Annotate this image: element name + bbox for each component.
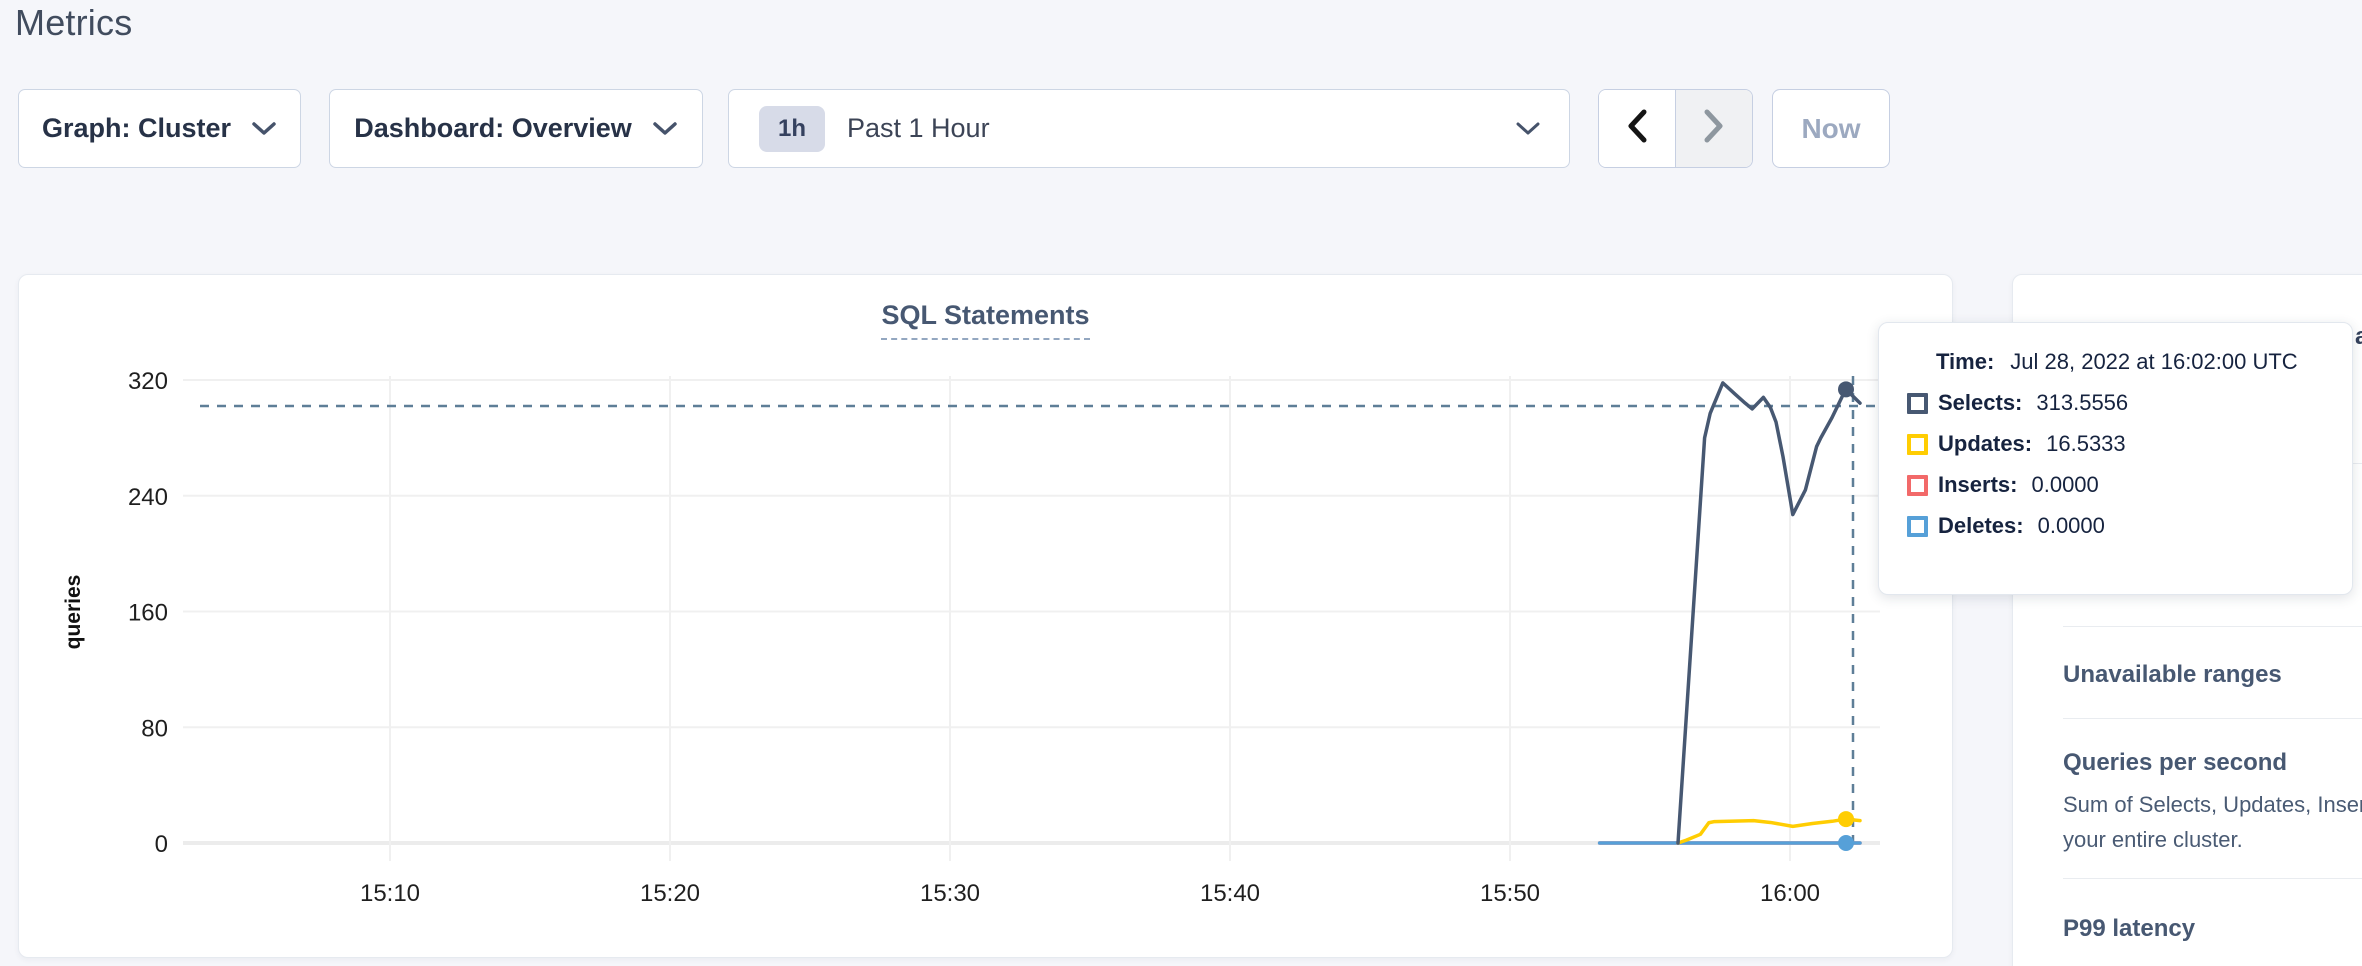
chevron-right-icon (1702, 108, 1726, 149)
chevron-down-icon (1515, 121, 1541, 142)
tooltip-time-value: Jul 28, 2022 at 16:02:00 UTC (2010, 349, 2298, 374)
time-range-label: Past 1 Hour (847, 113, 990, 143)
sidebar-divider (2063, 626, 2362, 627)
next-range-button-disabled[interactable] (1676, 90, 1752, 167)
tooltip-series-label: Deletes: (1938, 513, 2024, 538)
sidebar-heading-p99-latency: P99 latency (2063, 915, 2196, 942)
series-swatch-icon (1907, 433, 1928, 455)
tooltip-row-inserts: Inserts: 0.0000 (1907, 472, 2324, 498)
tooltip-series-label: Updates: (1938, 431, 2033, 456)
tooltip-series-value: 16.5333 (2046, 431, 2126, 456)
series-swatch-icon (1907, 392, 1928, 414)
page-title: Metrics (15, 2, 133, 43)
tooltip-series-label: Inserts: (1938, 472, 2018, 497)
dashboard-label: Dashboard: Overview (354, 113, 632, 143)
dashboard-dropdown[interactable]: Dashboard: Overview (329, 89, 703, 168)
now-button-label: Now (1801, 112, 1861, 144)
sidebar-heading-fragment: a (2355, 323, 2362, 353)
tooltip-time-label: Time: (1936, 349, 1995, 374)
chevron-down-icon (251, 113, 277, 144)
sidebar-divider (2063, 878, 2362, 879)
tooltip-row-updates: Updates: 16.5333 (1907, 431, 2324, 457)
time-range-badge: 1h (759, 105, 825, 152)
chart-tooltip: Time: Jul 28, 2022 at 16:02:00 UTC Select… (1878, 322, 2353, 595)
sidebar-body-line: Sum of Selects, Updates, Inser (2063, 792, 2362, 817)
tooltip-series-value: 313.5556 (2036, 390, 2129, 415)
prev-range-button[interactable] (1599, 90, 1676, 167)
graph-scope-dropdown[interactable]: Graph: Cluster (18, 89, 301, 168)
time-range-dropdown[interactable]: 1h Past 1 Hour (728, 89, 1570, 168)
chart-card[interactable] (18, 274, 1953, 958)
chevron-down-icon (652, 113, 678, 144)
sidebar-heading-unavailable-ranges: Unavailable ranges (2063, 661, 2282, 688)
graph-scope-label: Graph: Cluster (41, 113, 232, 143)
tooltip-series-label: Selects: (1938, 390, 2023, 415)
chart-title[interactable]: SQL Statements (881, 300, 1090, 340)
chevron-left-icon (1625, 108, 1649, 149)
series-swatch-icon (1907, 515, 1928, 537)
tooltip-row-selects: Selects: 313.5556 (1907, 390, 2324, 416)
tooltip-series-rows: Selects: 313.5556 Updates: 16.5333 Inserts: 0… (1907, 390, 2324, 539)
time-range-pager (1598, 89, 1753, 168)
now-button[interactable]: Now (1772, 89, 1890, 168)
tooltip-series-value: 0.0000 (2031, 472, 2099, 497)
tooltip-row-deletes: Deletes: 0.0000 (1907, 513, 2324, 539)
tooltip-series-value: 0.0000 (2037, 513, 2105, 538)
sidebar-heading-queries-per-second: Queries per second (2063, 749, 2288, 776)
sidebar-body-line: your entire cluster. (2063, 827, 2243, 852)
series-swatch-icon (1907, 474, 1928, 496)
sidebar-divider (2063, 718, 2362, 719)
tooltip-time-row: Time: Jul 28, 2022 at 16:02:00 UTC (1936, 349, 2324, 375)
chart-title-wrap: SQL Statements (18, 300, 1953, 340)
